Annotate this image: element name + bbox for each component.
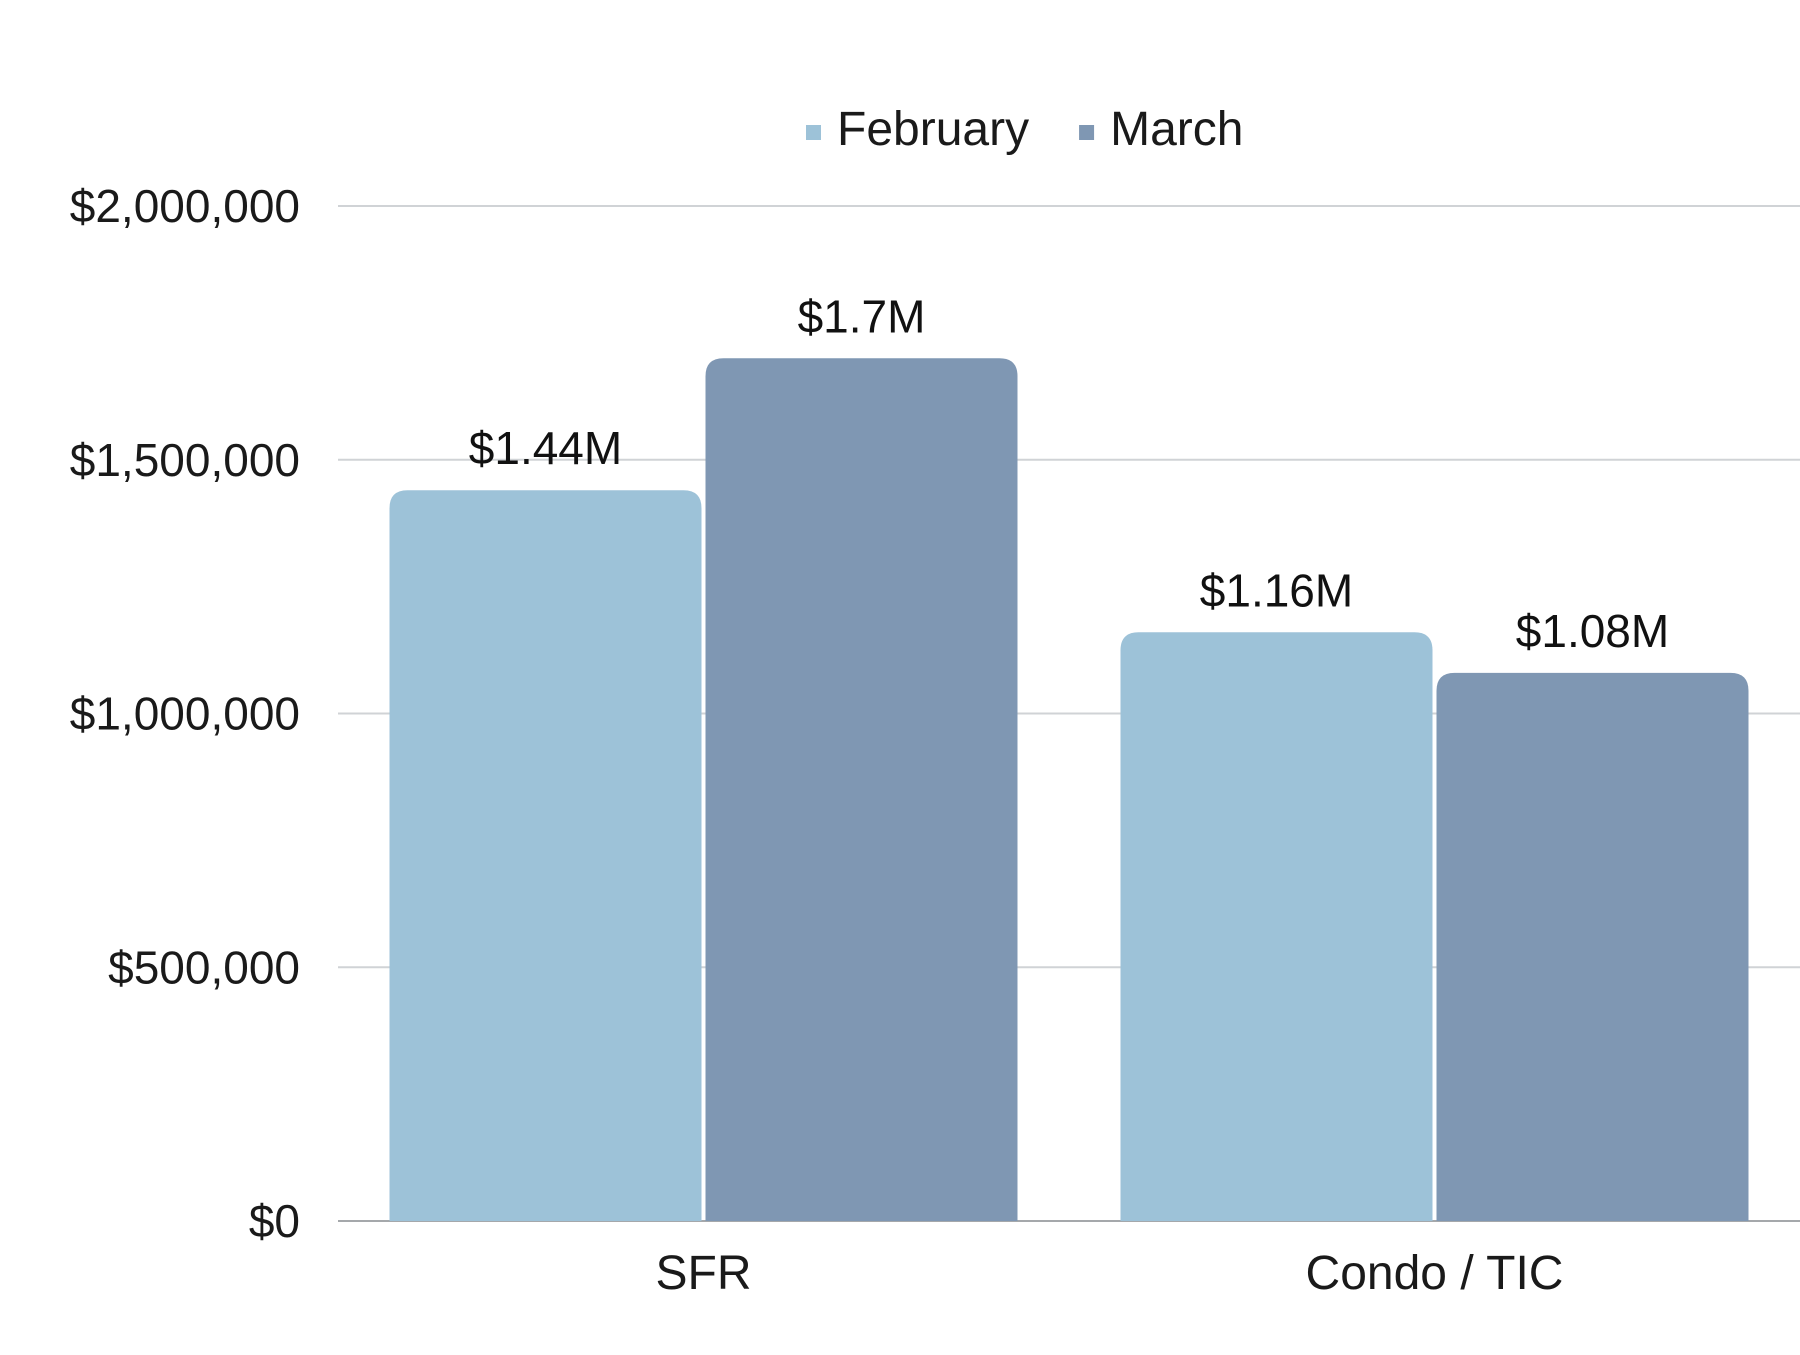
y-tick-label: $2,000,000: [70, 180, 300, 232]
y-tick-label: $1,500,000: [70, 434, 300, 486]
data-label: $1.16M: [1200, 564, 1353, 616]
y-tick-label: $1,000,000: [70, 688, 300, 740]
x-tick-label: Condo / TIC: [1306, 1247, 1564, 1300]
data-labels: $1.44M $1.7M $1.16M $1.08M: [469, 290, 1669, 657]
data-label: $1.7M: [798, 290, 926, 342]
bar: [389, 490, 702, 1221]
bar: [705, 358, 1018, 1221]
legend-swatch: [1079, 125, 1095, 140]
legend-swatch: [806, 125, 821, 140]
y-tick-label: $500,000: [108, 941, 300, 993]
data-label: $1.44M: [469, 422, 622, 474]
legend: February March: [806, 103, 1243, 156]
data-label: $1.08M: [1516, 605, 1669, 657]
bars: [389, 358, 1749, 1221]
legend-label: March: [1110, 103, 1243, 156]
y-tick-label: $0: [249, 1195, 300, 1247]
x-tick-label: SFR: [656, 1247, 752, 1300]
legend-label: February: [837, 103, 1029, 156]
bar: [1120, 632, 1433, 1221]
y-axis: $0 $500,000 $1,000,000 $1,500,000 $2,000,000: [70, 180, 300, 1247]
x-axis: SFR Condo / TIC: [656, 1247, 1564, 1300]
bar: [1436, 672, 1749, 1221]
